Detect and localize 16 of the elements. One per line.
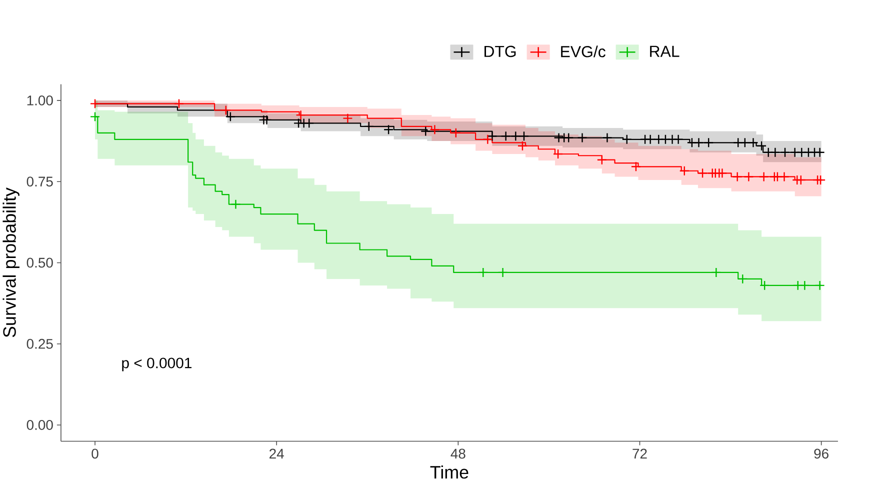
x-tick-label: 0 — [92, 448, 98, 459]
y-tick-label: 0.75 — [26, 176, 53, 187]
x-tick-label: 72 — [632, 448, 647, 458]
legend-label: DTG — [484, 46, 516, 58]
y-tick-label: 1.00 — [27, 96, 53, 106]
legend-label: RAL — [650, 46, 680, 57]
y-axis-title: Survival probability — [2, 188, 20, 338]
x-tick-label: 96 — [814, 448, 828, 459]
x-tick-label: 24 — [270, 448, 284, 458]
legend-label: EVG/c — [561, 46, 606, 58]
x-tick-label: 48 — [450, 448, 466, 459]
y-tick-label: 0.00 — [26, 420, 53, 430]
y-tick-label: 0.50 — [26, 258, 53, 268]
annotation: p < 0.0001 — [122, 358, 192, 372]
y-tick-label: 0.25 — [26, 338, 53, 349]
x-axis-title: Time — [430, 465, 468, 479]
